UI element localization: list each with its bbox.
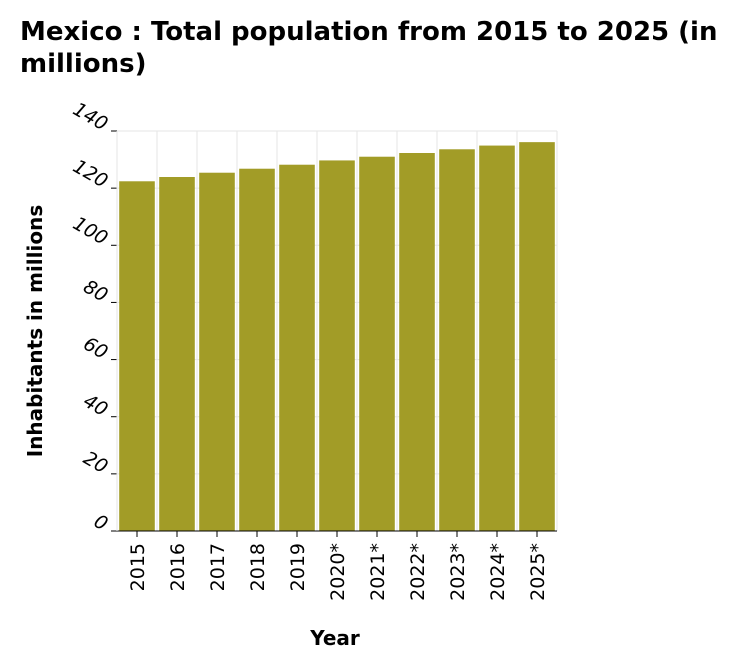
x-tick-label: 2024*: [487, 543, 509, 601]
x-tick-label: 2023*: [447, 543, 469, 601]
bar-2022-projected: [399, 153, 435, 531]
bar-2015: [119, 181, 155, 532]
x-tick-label: 2017: [207, 543, 229, 591]
bars: [119, 142, 555, 532]
x-tick-label: 2015: [127, 543, 149, 591]
y-tick-label: 100: [69, 212, 111, 249]
bar-2024-projected: [479, 145, 515, 532]
x-tick-label: 2021*: [367, 543, 389, 601]
x-tick-labels: 2015 2016 2017 2018 2019 2020* 2021* 2022* 2023*…: [127, 531, 549, 601]
bar-2021-projected: [359, 156, 395, 531]
y-tick-label: 140: [69, 98, 111, 135]
x-tick-label: 2025*: [527, 543, 549, 601]
x-tick-label: 2016: [167, 543, 189, 591]
bar-2023-projected: [439, 149, 475, 532]
bar-2017: [199, 172, 235, 531]
chart-title: Mexico : Total population from 2015 to 2…: [20, 17, 718, 79]
x-tick-label: 2019: [287, 543, 309, 591]
y-tick-label: 80: [80, 276, 112, 307]
y-tick-label: 20: [80, 447, 112, 478]
y-tick-label: 60: [80, 333, 112, 364]
x-tick-label: 2018: [247, 543, 269, 591]
bar-2020-projected: [319, 160, 355, 531]
x-tick-label: 2022*: [407, 543, 429, 601]
y-tick-label: 40: [80, 390, 112, 421]
bar-2025-projected: [519, 142, 555, 531]
y-tick-label: 0: [90, 510, 111, 535]
x-axis-title: Year: [309, 626, 360, 650]
bar-2019: [279, 164, 315, 531]
x-tick-label: 2020*: [327, 543, 349, 601]
y-tick-label: 120: [69, 155, 111, 192]
bar-2016: [159, 177, 195, 531]
bar-2018: [239, 168, 275, 531]
y-axis-title: Inhabitants in millions: [23, 205, 47, 458]
y-tick-labels: 0 20 40 60 80 100 120 140: [69, 98, 111, 535]
